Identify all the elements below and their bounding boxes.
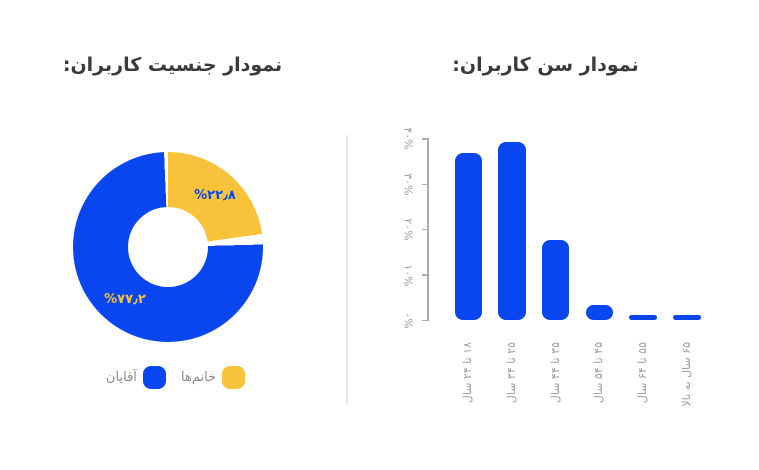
gender-chart-title: نمودار جنسیت کاربران:	[62, 54, 283, 76]
gender-donut-chart: %۲۲٫۸ %۷۷٫۲	[73, 152, 263, 342]
section-divider	[346, 135, 348, 405]
y-axis-tick	[421, 228, 428, 231]
legend-swatch-men-blue	[142, 366, 166, 389]
legend-item-women: خانم‌ها	[181, 365, 246, 390]
donut-hole	[128, 207, 208, 287]
legend-item-men: آقایان	[106, 365, 166, 390]
x-axis-category-label: ۱۸ تا ۲۴ سال	[461, 342, 475, 404]
x-axis-category-label: ۶۵ سال به بالا	[679, 342, 693, 407]
x-axis-label-wrap: ۵۵ تا ۶۴ سال	[635, 342, 651, 437]
y-axis-tick-label: ۴۰%	[401, 127, 415, 151]
y-axis-tick	[421, 183, 428, 186]
x-axis-category-label: ۳۵ تا ۴۴ سال	[548, 342, 562, 404]
y-axis-tick-label: ۳۰%	[401, 173, 415, 196]
age-bar	[585, 304, 614, 321]
legend-label-men: آقایان	[106, 370, 137, 385]
x-axis-label-wrap: ۶۵ سال به بالا	[679, 342, 695, 437]
age-bar	[498, 142, 526, 321]
men-percentage-label: %۷۷٫۲	[104, 292, 146, 307]
age-bar	[454, 152, 482, 321]
legend-swatch-women-yellow	[222, 366, 246, 389]
y-axis-tick	[421, 319, 428, 322]
x-axis-label-wrap: ۱۸ تا ۲۴ سال	[460, 342, 476, 437]
x-axis-label-wrap: ۲۵ تا ۳۴ سال	[504, 342, 520, 437]
age-chart-y-axis	[427, 138, 429, 321]
legend-label-women: خانم‌ها	[181, 370, 217, 385]
x-axis-label-wrap: ۳۵ تا ۴۴ سال	[548, 342, 564, 437]
age-bar	[673, 315, 701, 321]
x-axis-label-wrap: ۴۵ تا ۵۴ سال	[591, 342, 607, 437]
y-axis-tick	[421, 274, 428, 276]
age-bar	[629, 315, 657, 321]
women-percentage-label: %۲۲٫۸	[194, 188, 236, 203]
x-axis-category-label: ۲۵ تا ۳۴ سال	[504, 342, 518, 404]
x-axis-category-label: ۵۵ تا ۶۴ سال	[636, 342, 650, 404]
y-axis-tick-label: ۱۰%	[401, 263, 415, 287]
x-axis-category-label: ۴۵ تا ۵۴ سال	[592, 342, 606, 404]
age-chart-title: نمودار سن کاربران:	[452, 54, 639, 76]
y-axis-tick	[421, 138, 428, 140]
y-axis-tick-label: ۲۰%	[401, 218, 415, 241]
age-bar	[541, 240, 570, 321]
y-axis-tick-label: ۰%	[401, 312, 415, 329]
